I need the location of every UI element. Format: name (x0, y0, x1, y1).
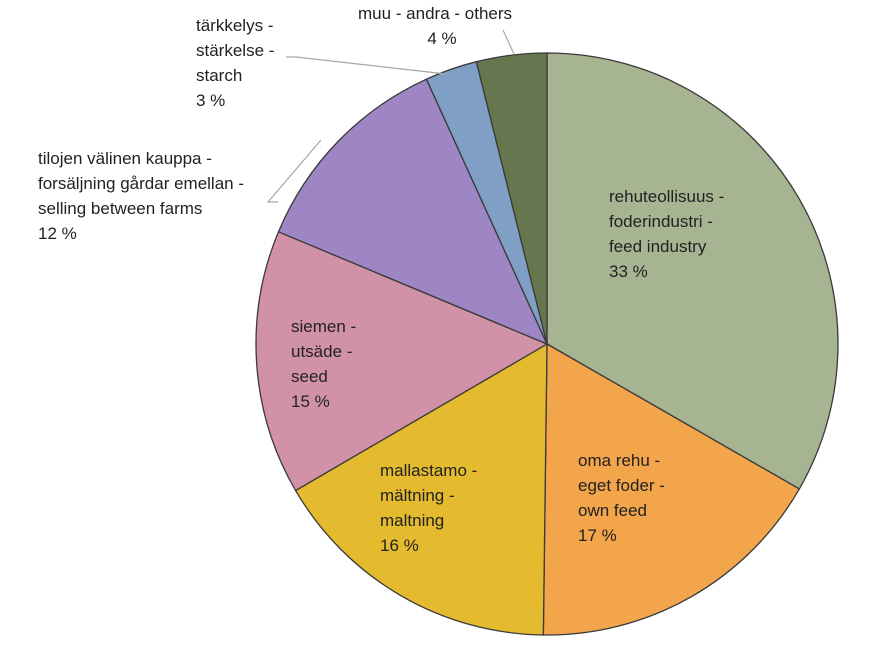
slice-label-2: mallastamo - mältning - maltning 16 % (380, 461, 477, 555)
slice-value-label: 12 % (38, 224, 77, 243)
pie-slice-2 (294, 342, 548, 636)
slice-label-line: starch (196, 66, 242, 85)
slice-label-line: rehuteollisuus - (609, 187, 724, 206)
slice-value-label: 17 % (578, 526, 617, 545)
slice-label-line: eget foder - (578, 476, 665, 495)
slice-label-line: selling between farms (38, 199, 202, 218)
leader-line-5 (286, 56, 447, 75)
slice-label-line: seed (291, 367, 328, 386)
pie-slice-3 (255, 230, 549, 492)
pie-slice-4 (277, 78, 549, 346)
slice-label-line: feed industry (609, 237, 707, 256)
slice-label-0: rehuteollisuus - foderindustri - feed indu… (609, 187, 724, 281)
slice-label-line: foderindustri - (609, 212, 713, 231)
slice-value-label: 33 % (609, 262, 648, 281)
slice-label-4: tilojen välinen kauppa - forsäljning gård… (38, 149, 244, 243)
slice-value-label: 15 % (291, 392, 330, 411)
leader-line-6 (502, 29, 515, 55)
slice-label-line: tärkkelys - (196, 16, 273, 35)
pie-slices (255, 52, 839, 636)
slice-label-line: oma rehu - (578, 451, 660, 470)
slice-value-label: 16 % (380, 536, 419, 555)
slice-label-line: tilojen välinen kauppa - (38, 149, 212, 168)
slice-label-line: muu - andra - others (358, 4, 512, 23)
slice-label-line: forsäljning gårdar emellan - (38, 174, 244, 193)
pie-slice-0 (546, 52, 839, 490)
leader-line-4 (266, 139, 322, 203)
pie-slice-1 (542, 342, 801, 636)
slice-label-1: oma rehu - eget foder - own feed 17 % (578, 451, 665, 545)
slice-label-line: mallastamo - (380, 461, 477, 480)
slice-label-line: maltning (380, 511, 444, 530)
slice-label-line: own feed (578, 501, 647, 520)
slice-label-line: utsäde - (291, 342, 352, 361)
slice-label-line: stärkelse - (196, 41, 274, 60)
slice-label-5: tärkkelys - stärkelse - starch 3 % (196, 16, 274, 110)
slice-label-3: siemen - utsäde - seed 15 % (291, 317, 356, 411)
pie-slice-6 (475, 52, 548, 345)
slice-label-6: muu - andra - others 4 % (358, 4, 512, 48)
slice-label-line: siemen - (291, 317, 356, 336)
slice-value-label: 3 % (196, 91, 225, 110)
slice-label-line: mältning - (380, 486, 455, 505)
slice-value-label: 4 % (427, 29, 456, 48)
